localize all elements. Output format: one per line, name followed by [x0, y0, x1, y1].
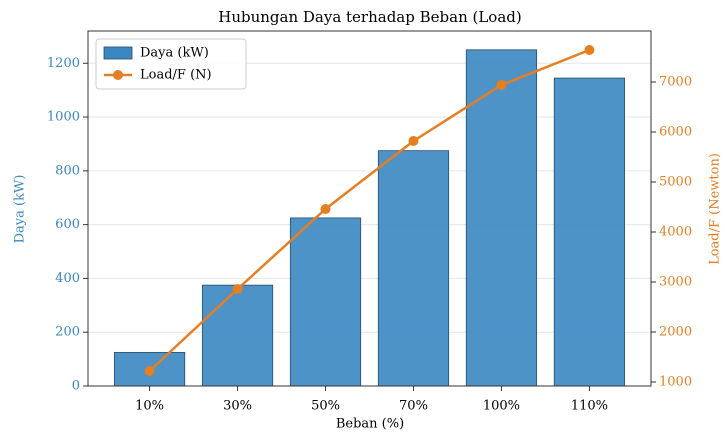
- line-point: [320, 204, 331, 214]
- bar: [553, 77, 626, 387]
- bar: [465, 49, 538, 387]
- line-point: [408, 136, 419, 146]
- x-tick-label: 100%: [483, 399, 520, 414]
- y-tick-label: 1200: [47, 56, 80, 71]
- y2-tick-label: 7000: [659, 75, 692, 90]
- chart-title: Hubungan Daya terhadap Beban (Load): [218, 8, 522, 26]
- legend-box: [95, 38, 247, 90]
- x-tick-label: 10%: [135, 399, 164, 414]
- legend-swatch: [113, 70, 123, 80]
- line-point: [496, 80, 507, 90]
- y-tick-label: 200: [55, 325, 80, 340]
- legend-label: Load/F (N): [140, 68, 212, 83]
- x-tick-label: 110%: [571, 399, 608, 414]
- bar: [377, 150, 450, 387]
- y2-tick-label: 4000: [659, 225, 692, 240]
- y-tick-label: 600: [55, 217, 80, 232]
- bar: [201, 284, 274, 387]
- line-point: [584, 45, 595, 55]
- y-axis-label: Daya (kW): [13, 175, 28, 244]
- y2-tick-label: 6000: [659, 125, 692, 140]
- line: [148, 48, 590, 372]
- legend-swatch: [103, 46, 133, 60]
- y2-tick-label: 1000: [659, 375, 692, 390]
- x-tick-label: 30%: [223, 399, 252, 414]
- legend-label: Daya (kW): [140, 46, 209, 61]
- y2-tick-label: 3000: [659, 275, 692, 290]
- plot-frame: [87, 30, 652, 387]
- y2-tick-label: 2000: [659, 325, 692, 340]
- y2-tick-label: 5000: [659, 175, 692, 190]
- y-tick-label: 0: [72, 379, 80, 394]
- line-point: [144, 366, 155, 376]
- bar: [289, 217, 362, 387]
- y-tick-label: 800: [55, 163, 80, 178]
- line-point: [232, 284, 243, 294]
- x-tick-label: 50%: [311, 399, 340, 414]
- y2-axis-label: Load/F (Newton): [708, 153, 723, 265]
- x-axis-label: Beban (%): [336, 417, 404, 432]
- x-tick-label: 70%: [399, 399, 428, 414]
- y-tick-label: 400: [55, 271, 80, 286]
- y-tick-label: 1000: [47, 110, 80, 125]
